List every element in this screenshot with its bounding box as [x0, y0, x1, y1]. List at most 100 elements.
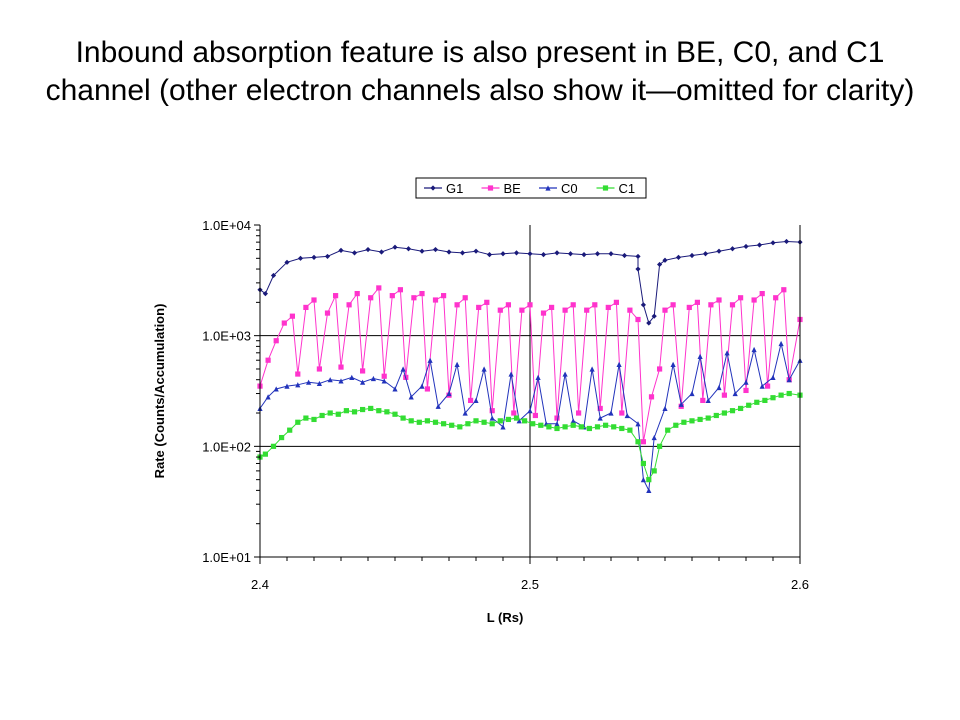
data-point-c0	[360, 379, 366, 385]
data-point-c0	[370, 375, 376, 382]
data-point-be	[729, 302, 736, 308]
data-point-c0	[689, 390, 695, 397]
data-point-be	[289, 313, 295, 319]
data-point-be	[576, 410, 582, 416]
data-point-c1	[538, 422, 544, 428]
data-point-c0	[408, 394, 414, 400]
data-point-be	[781, 287, 787, 293]
data-point-g1	[783, 238, 790, 245]
data-point-c1	[635, 439, 641, 445]
data-point-c1	[729, 408, 736, 414]
data-point-be	[743, 387, 749, 394]
data-point-c0	[284, 383, 290, 389]
data-point-be	[540, 310, 547, 316]
legend-swatch-marker	[487, 185, 494, 191]
data-point-c1	[449, 422, 455, 428]
data-point-c1	[651, 468, 657, 474]
data-point-c1	[416, 419, 422, 425]
data-point-g1	[662, 257, 668, 263]
data-point-c0	[489, 415, 495, 421]
data-point-c1	[713, 412, 719, 419]
data-point-be	[484, 299, 490, 305]
data-point-be	[635, 316, 641, 323]
data-point-be	[759, 290, 765, 297]
data-point-c0	[435, 403, 441, 409]
data-point-be	[686, 304, 692, 311]
data-point-c1	[360, 406, 366, 413]
data-point-c1	[400, 415, 406, 421]
legend-swatch-marker	[545, 185, 551, 191]
data-point-c0	[446, 390, 452, 397]
legend-box	[415, 177, 647, 199]
data-point-c1	[603, 422, 609, 428]
data-point-g1	[567, 251, 574, 257]
data-point-g1	[646, 320, 652, 326]
data-point-c1	[513, 415, 520, 421]
data-point-g1	[432, 246, 439, 253]
data-point-c1	[746, 402, 752, 408]
data-point-c0	[724, 350, 730, 356]
data-point-c0	[427, 357, 433, 363]
y-axis-title: Rate (Counts/Accumulation)	[152, 304, 167, 479]
data-point-c0	[554, 421, 560, 427]
x-tick-label: 2.5	[521, 577, 539, 592]
data-point-be	[468, 397, 474, 404]
data-point-be	[376, 285, 382, 291]
data-point-c1	[562, 424, 568, 430]
data-point-be	[670, 302, 676, 308]
data-point-be	[570, 302, 576, 308]
data-point-c1	[530, 421, 536, 427]
data-point-c1	[754, 399, 760, 405]
data-point-be	[700, 397, 706, 404]
data-point-c0	[316, 380, 322, 387]
data-point-c1	[657, 443, 663, 449]
data-point-c0	[500, 424, 506, 430]
data-point-c0	[473, 397, 479, 404]
data-point-g1	[716, 248, 722, 254]
data-point-be	[716, 297, 722, 303]
data-point-c0	[481, 366, 487, 372]
y-tick-label: 1.0E+01	[202, 550, 251, 565]
data-point-g1	[405, 246, 412, 252]
data-point-c0	[662, 405, 668, 412]
data-point-be	[657, 366, 663, 372]
legend-swatch-marker	[430, 185, 436, 191]
data-point-c0	[273, 386, 279, 392]
legend-label: BE	[504, 181, 522, 196]
data-point-g1	[262, 290, 268, 297]
data-point-g1	[311, 254, 317, 260]
grid-layer	[260, 225, 800, 557]
data-point-c1	[786, 390, 792, 397]
data-point-c0	[295, 382, 301, 388]
data-point-c0	[743, 379, 749, 385]
data-point-be	[773, 295, 779, 301]
data-point-g1	[513, 250, 520, 256]
data-point-c0	[589, 366, 595, 372]
data-point-c1	[279, 434, 285, 441]
data-point-c0	[732, 390, 738, 397]
data-point-c1	[384, 409, 390, 415]
data-point-g1	[392, 244, 398, 250]
data-point-be	[765, 383, 771, 389]
data-point-c1	[408, 418, 414, 424]
legend-swatch-marker	[602, 185, 609, 191]
axes-layer: 1.0E+01 1.0E+02 1.0E+03 1.0E+04 2.4 2.5 2.6	[202, 218, 809, 592]
data-point-g1	[729, 246, 736, 252]
data-point-g1	[651, 313, 657, 319]
data-point-be	[360, 368, 366, 374]
data-point-c0	[527, 408, 533, 414]
data-point-g1	[608, 251, 614, 257]
data-point-be	[462, 295, 468, 301]
data-point-g1	[675, 254, 682, 260]
data-point-be	[519, 307, 525, 313]
data-point-c1	[627, 427, 633, 433]
data-point-be	[597, 405, 603, 412]
data-point-c0	[462, 410, 468, 416]
data-point-be	[419, 290, 425, 297]
data-point-be	[397, 287, 403, 293]
data-point-c0	[759, 383, 765, 389]
data-point-g1	[338, 247, 344, 253]
data-point-c1	[738, 405, 744, 412]
data-point-g1	[446, 249, 452, 255]
data-point-be	[694, 299, 700, 305]
